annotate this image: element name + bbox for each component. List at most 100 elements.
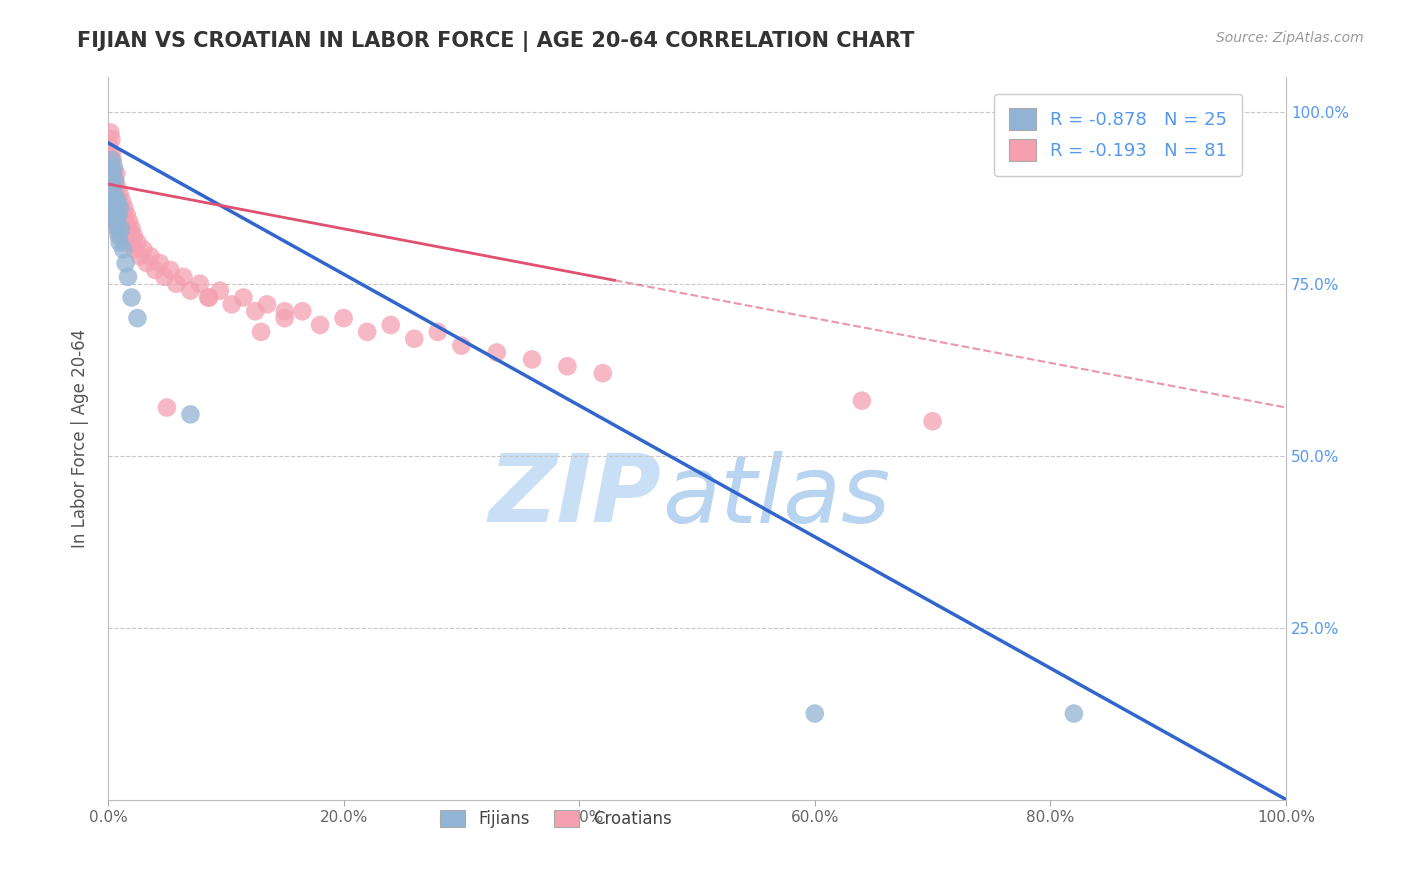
- Point: [153, 269, 176, 284]
- Point: [114, 201, 136, 215]
- Point: [198, 291, 221, 305]
- Point: [101, 180, 124, 194]
- Text: FIJIAN VS CROATIAN IN LABOR FORCE | AGE 20-64 CORRELATION CHART: FIJIAN VS CROATIAN IN LABOR FORCE | AGE …: [77, 31, 915, 53]
- Point: [111, 215, 134, 229]
- Point: [101, 153, 124, 167]
- Point: [103, 167, 125, 181]
- Point: [121, 235, 143, 250]
- Point: [98, 125, 121, 139]
- Point: [165, 277, 187, 291]
- Point: [118, 215, 141, 229]
- Point: [107, 201, 129, 215]
- Point: [103, 187, 125, 202]
- Point: [112, 228, 135, 243]
- Point: [121, 221, 143, 235]
- Point: [124, 243, 146, 257]
- Point: [1063, 706, 1085, 721]
- Point: [98, 153, 121, 167]
- Point: [114, 215, 136, 229]
- Point: [143, 263, 166, 277]
- Point: [127, 311, 149, 326]
- Point: [110, 201, 132, 215]
- Point: [221, 297, 243, 311]
- Text: Source: ZipAtlas.com: Source: ZipAtlas.com: [1216, 31, 1364, 45]
- Point: [117, 269, 139, 284]
- Point: [245, 304, 267, 318]
- Point: [107, 221, 129, 235]
- Point: [107, 215, 129, 229]
- Point: [104, 208, 127, 222]
- Point: [250, 325, 273, 339]
- Point: [156, 401, 179, 415]
- Point: [117, 221, 139, 235]
- Point: [139, 249, 162, 263]
- Point: [105, 208, 128, 222]
- Point: [107, 180, 129, 194]
- Point: [100, 153, 122, 167]
- Point: [103, 180, 125, 194]
- Point: [100, 132, 122, 146]
- Point: [114, 256, 136, 270]
- Point: [128, 249, 150, 263]
- Point: [179, 284, 201, 298]
- Point: [404, 332, 426, 346]
- Point: [291, 304, 314, 318]
- Point: [450, 338, 472, 352]
- Point: [149, 256, 172, 270]
- Point: [851, 393, 873, 408]
- Point: [380, 318, 402, 332]
- Point: [115, 208, 138, 222]
- Point: [98, 139, 121, 153]
- Point: [104, 173, 127, 187]
- Point: [188, 277, 211, 291]
- Point: [121, 291, 143, 305]
- Point: [101, 173, 124, 187]
- Point: [179, 408, 201, 422]
- Point: [105, 187, 128, 202]
- Point: [197, 291, 219, 305]
- Point: [803, 706, 825, 721]
- Point: [921, 414, 943, 428]
- Point: [105, 201, 128, 215]
- Point: [485, 345, 508, 359]
- Point: [108, 187, 131, 202]
- Point: [122, 228, 145, 243]
- Point: [108, 228, 131, 243]
- Text: ZIP: ZIP: [489, 450, 662, 542]
- Legend: Fijians, Croatians: Fijians, Croatians: [433, 803, 678, 835]
- Point: [111, 194, 134, 209]
- Point: [356, 325, 378, 339]
- Point: [107, 221, 129, 235]
- Point: [104, 215, 127, 229]
- Point: [172, 269, 194, 284]
- Point: [127, 235, 149, 250]
- Point: [103, 160, 125, 174]
- Point: [426, 325, 449, 339]
- Point: [101, 187, 124, 202]
- Point: [592, 366, 614, 380]
- Point: [273, 311, 295, 326]
- Point: [135, 256, 157, 270]
- Point: [112, 243, 135, 257]
- Point: [107, 228, 129, 243]
- Point: [105, 167, 128, 181]
- Point: [520, 352, 543, 367]
- Point: [110, 221, 132, 235]
- Point: [332, 311, 354, 326]
- Point: [101, 167, 124, 181]
- Point: [103, 201, 125, 215]
- Point: [110, 221, 132, 235]
- Point: [104, 173, 127, 187]
- Point: [104, 194, 127, 209]
- Point: [132, 243, 155, 257]
- Point: [557, 359, 579, 374]
- Text: atlas: atlas: [662, 450, 890, 541]
- Point: [256, 297, 278, 311]
- Point: [107, 194, 129, 209]
- Point: [107, 194, 129, 209]
- Point: [105, 215, 128, 229]
- Point: [104, 194, 127, 209]
- Point: [309, 318, 332, 332]
- Y-axis label: In Labor Force | Age 20-64: In Labor Force | Age 20-64: [72, 329, 89, 548]
- Point: [100, 146, 122, 161]
